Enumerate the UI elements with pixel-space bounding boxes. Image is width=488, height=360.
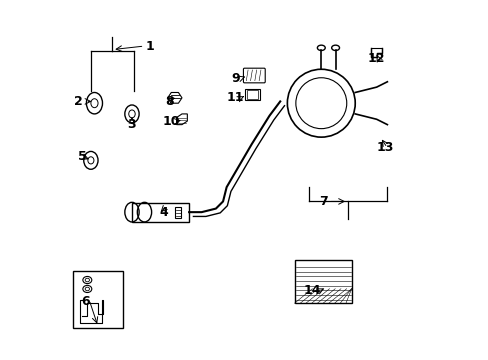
Text: 12: 12 [367,52,385,65]
Text: 11: 11 [226,91,244,104]
Bar [175,207,181,217]
Text: 9: 9 [231,72,240,85]
Text: 14: 14 [303,284,321,297]
Text: 10: 10 [162,114,180,127]
Text: 4: 4 [160,206,168,219]
Text: 5: 5 [78,150,86,163]
Text: 8: 8 [165,95,173,108]
Bar [246,90,258,99]
Text: 7: 7 [318,195,327,208]
Bar [294,260,351,303]
Bar [132,203,189,222]
Text: 1: 1 [145,40,154,53]
Text: 6: 6 [81,295,90,308]
Bar [244,89,259,100]
Bar [73,271,123,328]
Text: 13: 13 [376,141,393,154]
Text: 2: 2 [74,95,82,108]
Text: 3: 3 [127,118,136,131]
